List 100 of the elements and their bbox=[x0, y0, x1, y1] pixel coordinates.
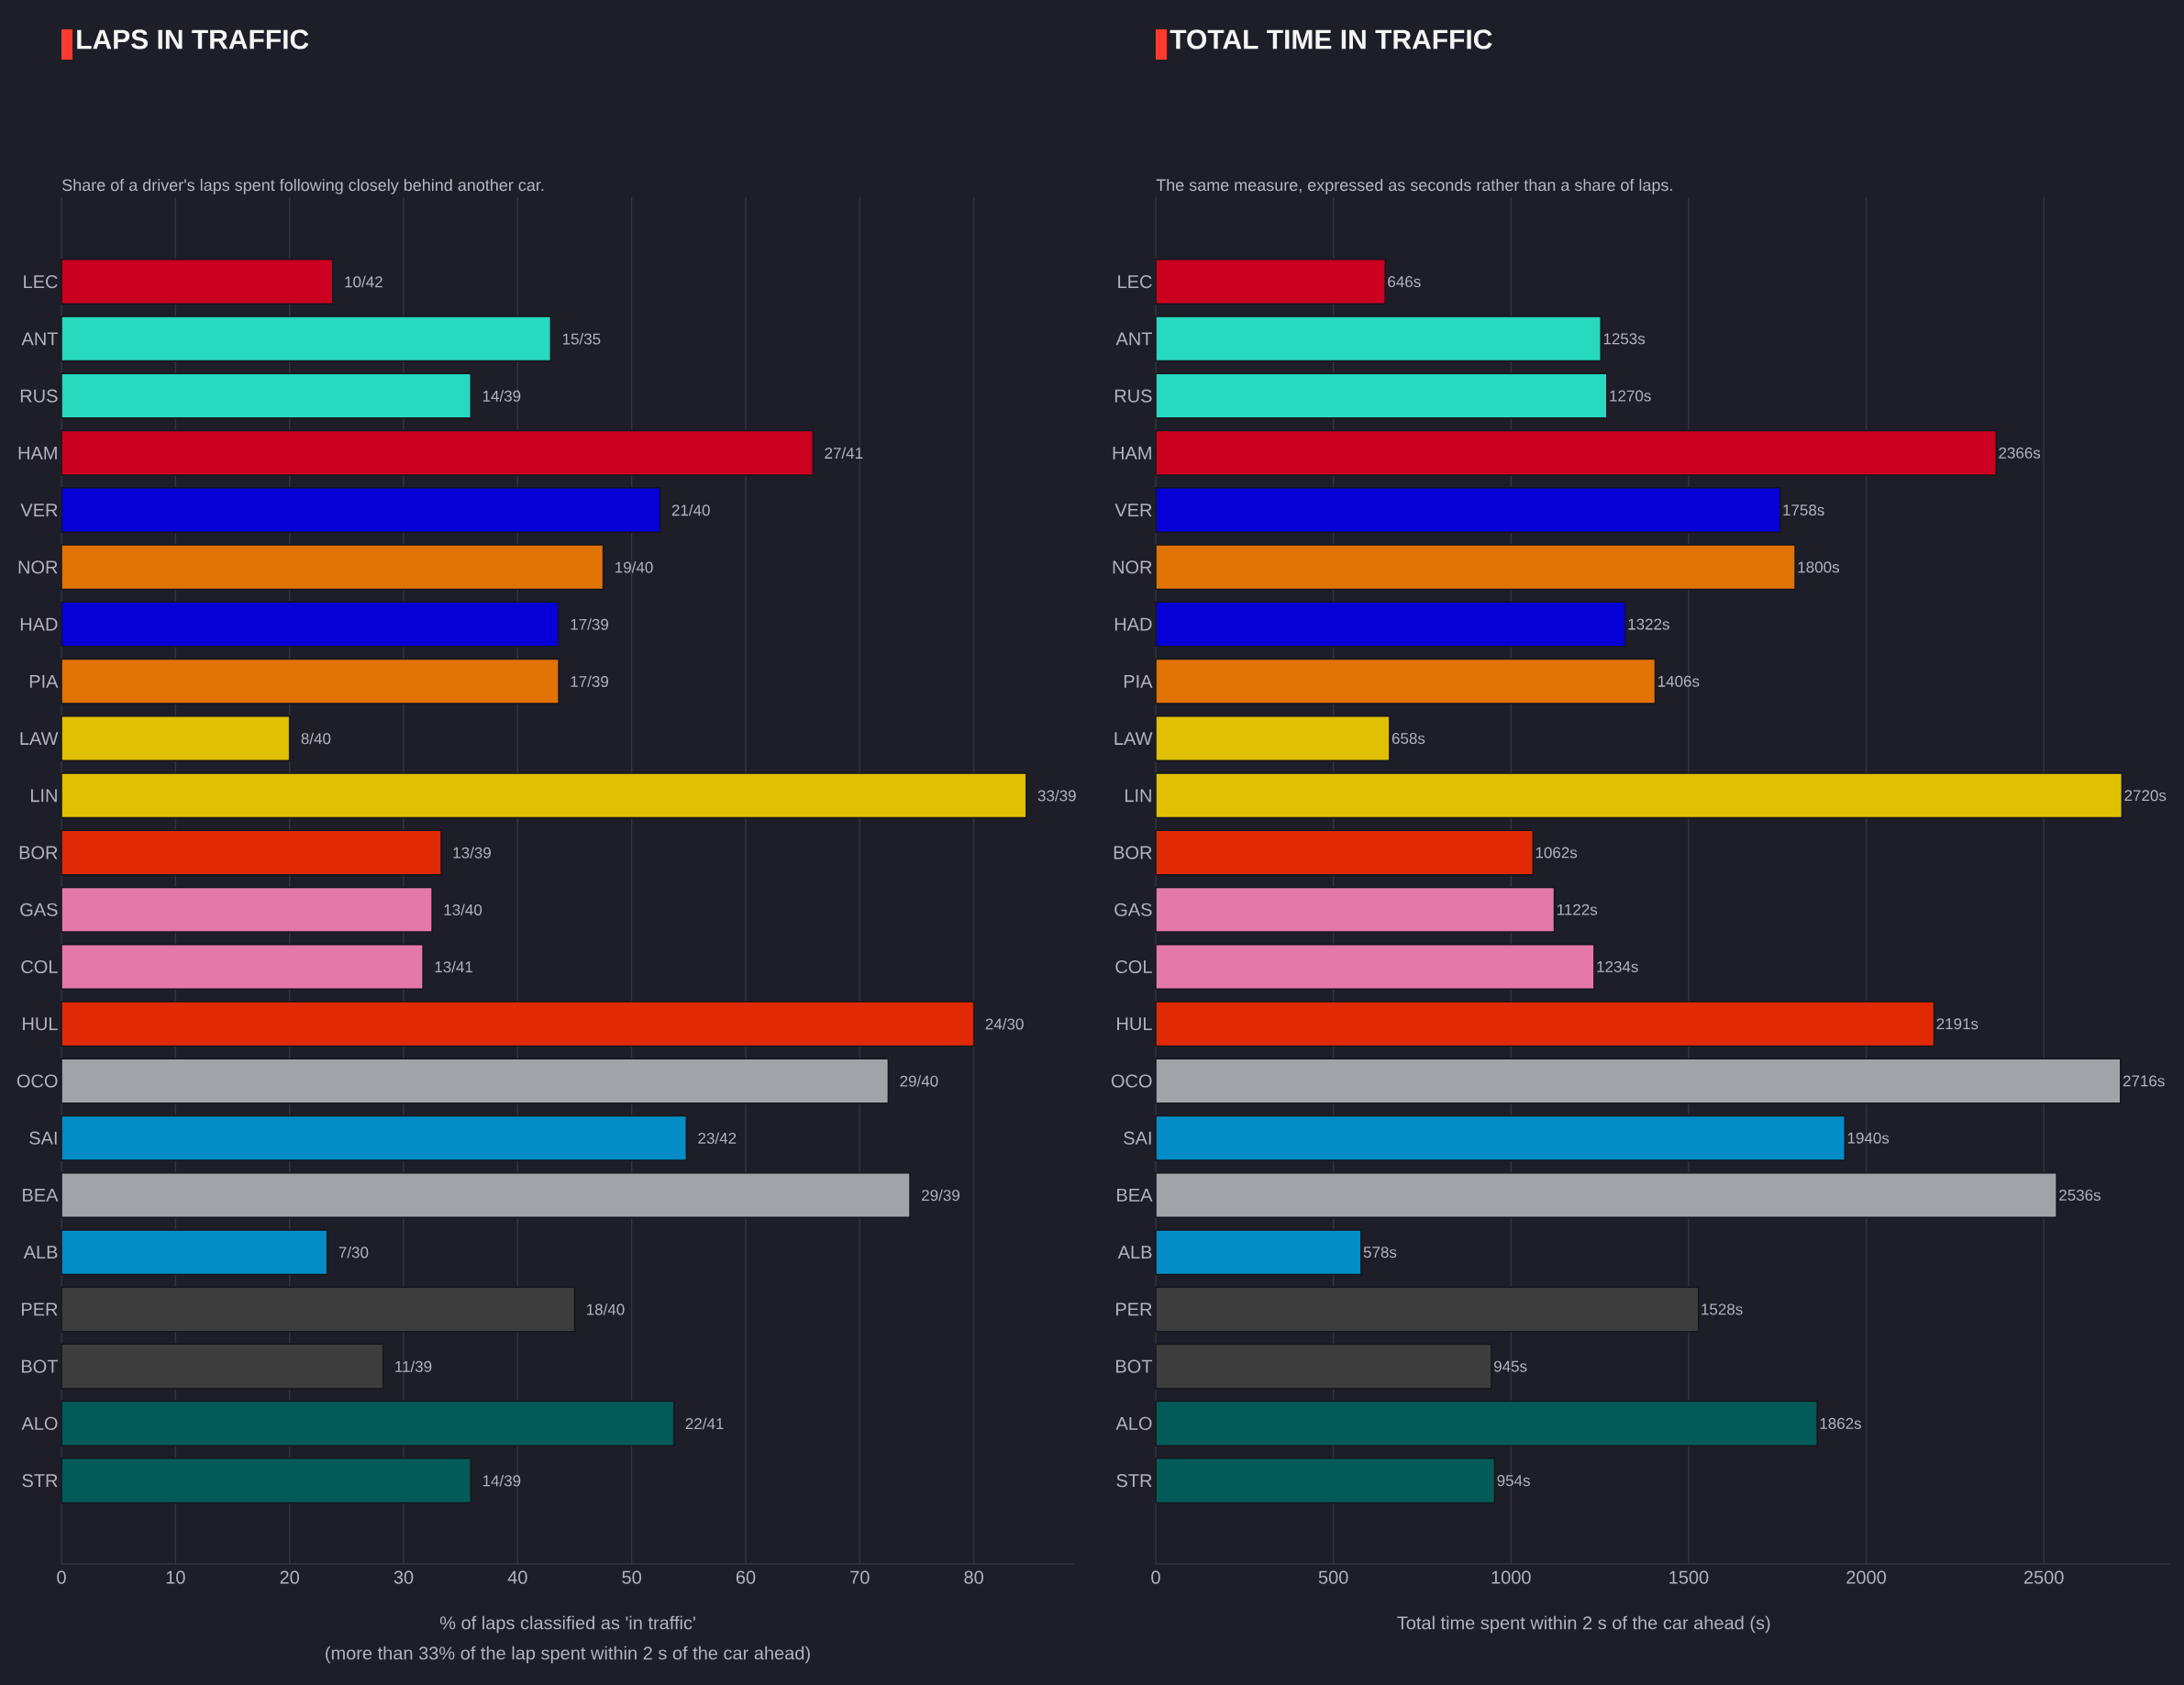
bar bbox=[1155, 429, 1998, 476]
y-tick-label: NOR bbox=[1113, 560, 1152, 574]
x-tick-label: 30 bbox=[394, 1570, 414, 1584]
y-tick-label: HAD bbox=[1114, 617, 1152, 631]
x-tick-label: 2500 bbox=[2023, 1570, 2064, 1584]
bar bbox=[61, 601, 560, 648]
data-label: 15/35 bbox=[562, 333, 601, 345]
data-label: 27/41 bbox=[825, 447, 863, 460]
data-label: 24/30 bbox=[985, 1017, 1024, 1030]
data-label: 13/40 bbox=[444, 903, 482, 915]
data-label: 2720s bbox=[2124, 790, 2167, 802]
x-tick-label: 50 bbox=[622, 1570, 641, 1584]
bar bbox=[61, 1001, 975, 1048]
data-label: 19/40 bbox=[615, 561, 653, 573]
bar bbox=[1155, 658, 1657, 704]
bar bbox=[61, 372, 472, 419]
y-tick-label: VER bbox=[1114, 504, 1152, 516]
y-tick-label: ANT bbox=[21, 332, 59, 346]
bar bbox=[1155, 829, 1535, 876]
data-label: 1406s bbox=[1658, 675, 1700, 687]
y-tick-label: LAW bbox=[20, 732, 59, 745]
bar bbox=[1155, 601, 1626, 648]
data-label: 23/42 bbox=[698, 1132, 737, 1144]
y-tick-label: RUS bbox=[1114, 389, 1152, 403]
x-tick-label: 2000 bbox=[1846, 1570, 1886, 1584]
data-label: 1528s bbox=[1702, 1303, 1743, 1315]
y-tick-label: BOT bbox=[1116, 1359, 1153, 1373]
x-tick-label: 70 bbox=[850, 1570, 870, 1584]
y-tick-label: HAM bbox=[1113, 446, 1151, 460]
bar bbox=[61, 316, 552, 362]
bar bbox=[61, 487, 661, 534]
data-label: 2366s bbox=[1999, 447, 2041, 459]
y-tick-label: OCO bbox=[1111, 1074, 1152, 1088]
data-label: 17/39 bbox=[571, 618, 609, 630]
bar bbox=[1155, 372, 1608, 419]
bar bbox=[1155, 886, 1556, 933]
data-label: 13/41 bbox=[435, 960, 473, 973]
bar bbox=[1155, 1058, 2122, 1104]
bar bbox=[61, 1400, 675, 1447]
data-label: 29/40 bbox=[900, 1075, 938, 1087]
y-tick-label: ALB bbox=[1117, 1246, 1152, 1259]
bar bbox=[61, 1114, 688, 1161]
bar bbox=[61, 886, 433, 933]
y-tick-label: PIA bbox=[29, 674, 59, 688]
bar bbox=[61, 544, 604, 591]
data-label: 954s bbox=[1497, 1475, 1530, 1487]
x-tick-label: 1500 bbox=[1669, 1570, 1709, 1584]
data-label: 646s bbox=[1388, 276, 1421, 288]
data-label: 17/39 bbox=[571, 675, 609, 688]
bar bbox=[61, 259, 334, 305]
data-label: 1234s bbox=[1597, 960, 1638, 972]
data-label: 13/39 bbox=[453, 847, 491, 859]
y-tick-label: OCO bbox=[17, 1074, 58, 1088]
bar bbox=[61, 772, 1027, 819]
bar bbox=[61, 1171, 911, 1218]
data-label: 2191s bbox=[1936, 1018, 1979, 1030]
data-label: 1940s bbox=[1847, 1132, 1890, 1144]
data-label: 1758s bbox=[1783, 504, 1824, 516]
y-tick-label: STR bbox=[22, 1474, 58, 1488]
bar bbox=[1155, 943, 1595, 990]
bar bbox=[61, 429, 815, 476]
data-label: 578s bbox=[1363, 1247, 1397, 1258]
bar bbox=[61, 943, 424, 990]
x-tick-label: 20 bbox=[280, 1570, 299, 1584]
y-tick-label: PER bbox=[1116, 1303, 1152, 1316]
bar bbox=[61, 1458, 472, 1504]
data-label: 8/40 bbox=[301, 732, 331, 745]
data-label: 7/30 bbox=[338, 1246, 369, 1258]
y-tick-label: ANT bbox=[1115, 332, 1153, 346]
y-tick-label: LIN bbox=[1125, 789, 1151, 803]
y-tick-label: GAS bbox=[1114, 903, 1152, 916]
data-label: 1253s bbox=[1603, 333, 1646, 345]
y-tick-label: SAI bbox=[29, 1131, 57, 1145]
chart-subtitle: The same measure, expressed as seconds rather than a share of laps. bbox=[1156, 178, 1672, 194]
data-label: 1122s bbox=[1558, 903, 1598, 915]
y-tick-label: HAD bbox=[20, 617, 58, 631]
bar bbox=[61, 715, 291, 762]
bar bbox=[1155, 1114, 1846, 1161]
y-tick-label: ALO bbox=[21, 1416, 58, 1430]
x-tick-label: 0 bbox=[1151, 1570, 1160, 1584]
y-tick-label: VER bbox=[20, 504, 58, 516]
data-label: 1800s bbox=[1798, 561, 1839, 573]
y-tick-label: GAS bbox=[20, 903, 58, 916]
data-label: 2716s bbox=[2123, 1075, 2165, 1087]
x-tick-label: 60 bbox=[736, 1570, 756, 1584]
data-label: 11/39 bbox=[395, 1360, 432, 1372]
x-tick-label: 1000 bbox=[1491, 1570, 1531, 1584]
y-tick-label: LEC bbox=[24, 275, 58, 289]
y-tick-label: COL bbox=[1115, 959, 1152, 974]
y-tick-label: LIN bbox=[30, 789, 57, 803]
data-label: 29/39 bbox=[922, 1189, 959, 1202]
y-tick-label: BOR bbox=[1114, 846, 1152, 859]
bar bbox=[1155, 715, 1391, 762]
y-tick-label: HUL bbox=[23, 1017, 58, 1031]
data-label: 2536s bbox=[2059, 1189, 2101, 1201]
bar bbox=[61, 829, 442, 876]
x-tick-label: 80 bbox=[964, 1570, 983, 1584]
bar bbox=[61, 658, 560, 704]
bar bbox=[1155, 259, 1386, 305]
y-tick-label: BEA bbox=[23, 1189, 59, 1202]
